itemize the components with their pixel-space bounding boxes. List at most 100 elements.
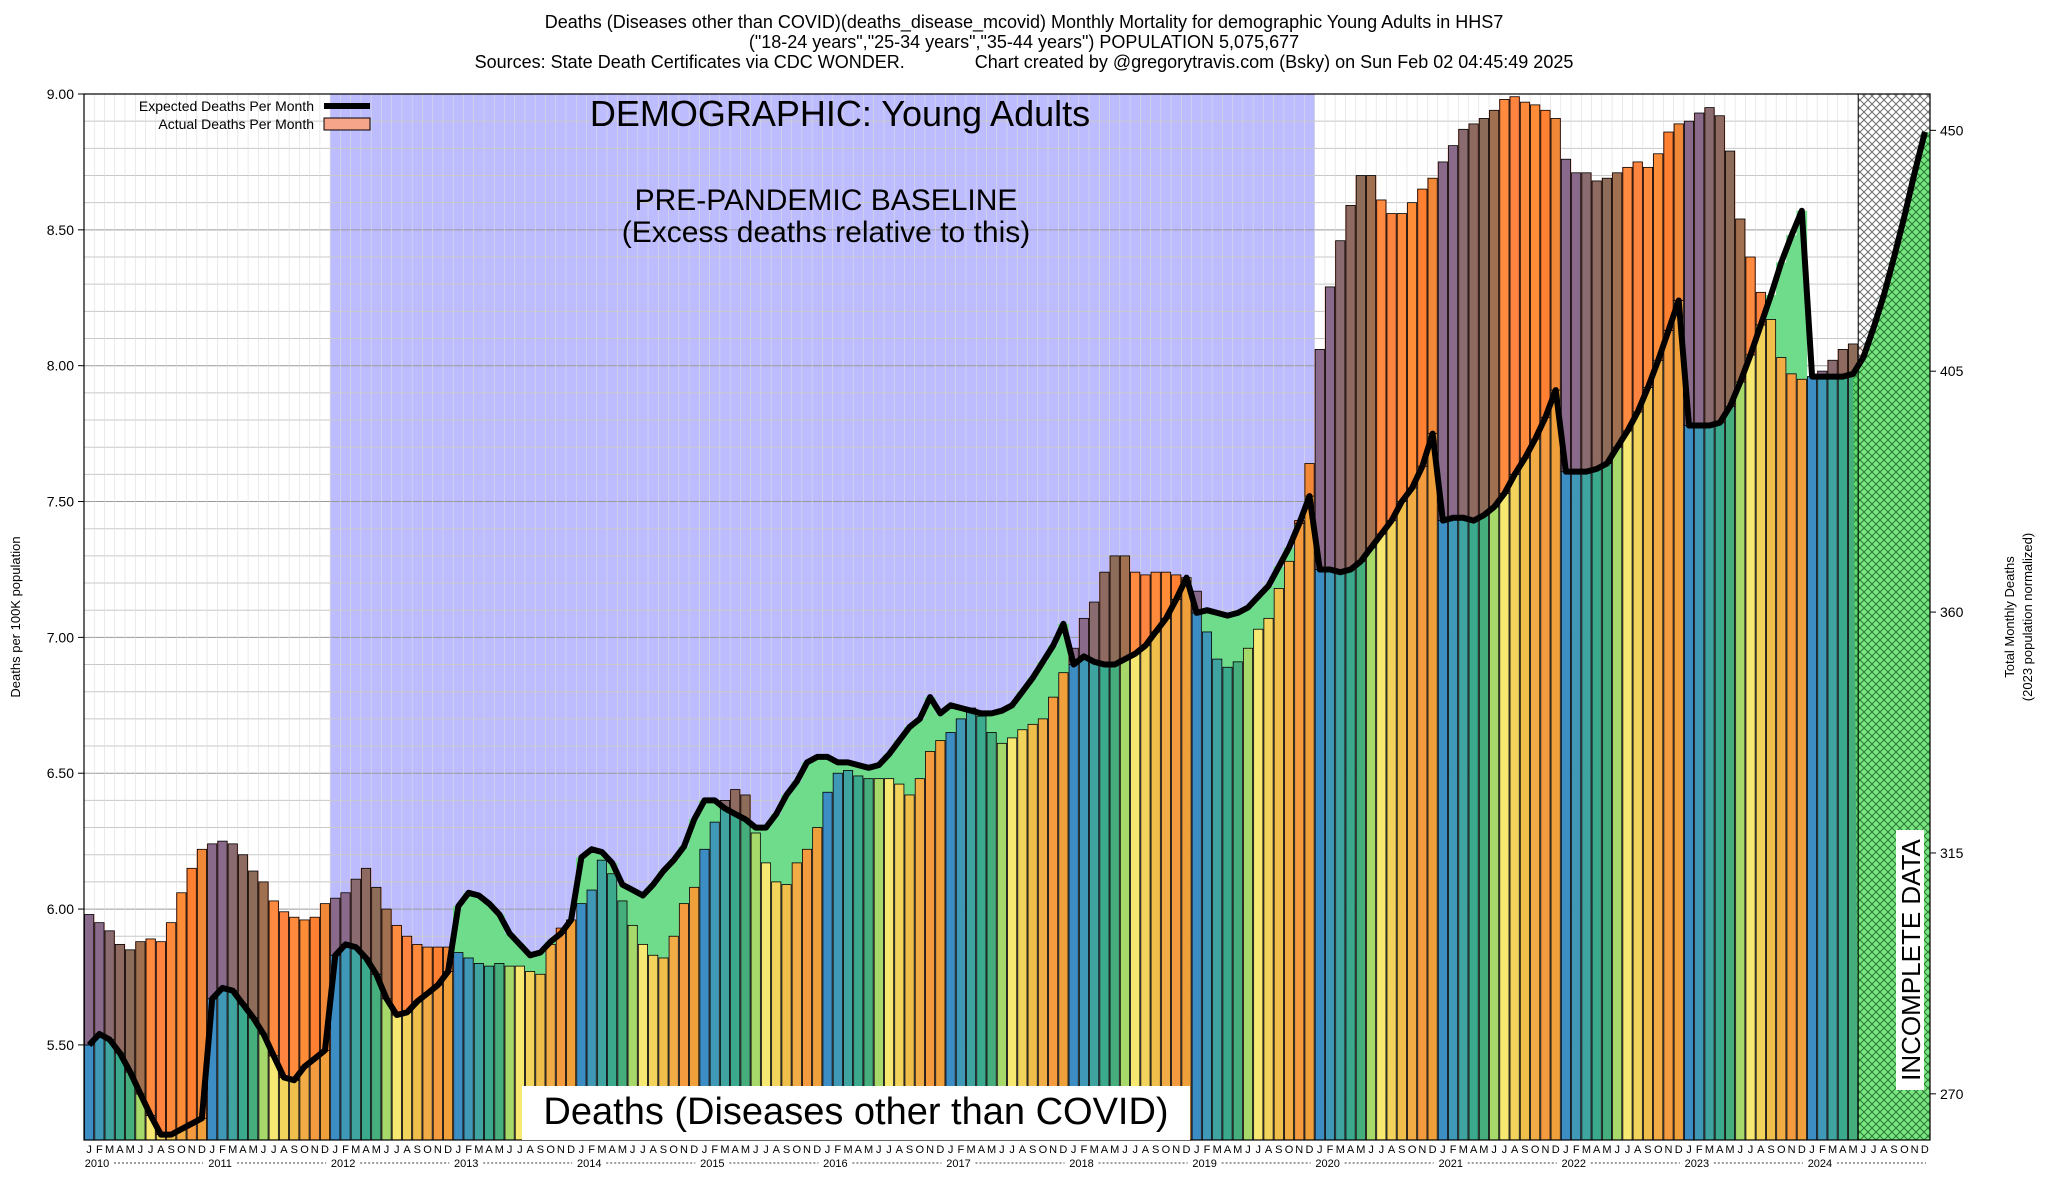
actual-bar [945, 732, 956, 1141]
deficit-region [576, 857, 587, 904]
deficit-region [473, 895, 485, 964]
actual-bar-excess [1468, 123, 1479, 521]
year-label: 2019 [1192, 1158, 1216, 1170]
month-label: J [507, 1144, 513, 1156]
y2-tick-label: 405 [1940, 363, 1964, 379]
month-label: M [495, 1144, 504, 1156]
month-label: A [1142, 1144, 1150, 1156]
actual-bar-excess [1109, 555, 1120, 665]
actual-bar [1181, 577, 1192, 1141]
y-tick-label: 6.50 [47, 765, 74, 781]
actual-bar-excess [1612, 172, 1623, 448]
actual-bar [1376, 533, 1387, 1141]
actual-bar-excess [391, 924, 402, 1016]
actual-bar-excess [84, 914, 95, 1046]
month-label: J [517, 1144, 523, 1156]
deficit-region [842, 762, 854, 771]
month-label: F [834, 1144, 841, 1156]
month-label: F [1204, 1144, 1211, 1156]
actual-bar-excess [155, 941, 166, 1135]
month-label: A [239, 1144, 247, 1156]
month-label: A [1224, 1144, 1232, 1156]
actual-bar [258, 1033, 269, 1141]
actual-bar-excess [1119, 555, 1130, 660]
actual-bar-excess [135, 941, 146, 1095]
deficit-region [945, 705, 956, 733]
actual-bar [1201, 631, 1213, 1141]
month-label: M [1479, 1144, 1488, 1156]
actual-bar-excess [1458, 128, 1469, 519]
actual-bar [84, 1044, 95, 1141]
actual-bar-excess [104, 930, 115, 1040]
month-label: O [1777, 1144, 1786, 1156]
year-label: 2015 [700, 1158, 724, 1170]
month-label: J [630, 1144, 636, 1156]
actual-bar [1612, 446, 1623, 1141]
month-label: N [1911, 1144, 1919, 1156]
actual-bar-excess [1653, 153, 1664, 361]
baseline-sublabel: (Excess deaths relative to this) [622, 216, 1031, 249]
month-label: A [403, 1144, 411, 1156]
month-label: N [1295, 1144, 1303, 1156]
actual-bar-excess [1099, 571, 1110, 665]
chart-header: Deaths (Diseases other than COVID)(death… [0, 12, 2048, 72]
month-label: F [957, 1144, 964, 1156]
chart-sources: Sources: State Death Certificates via CD… [474, 52, 1574, 72]
actual-bar [1386, 520, 1397, 1141]
month-label: A [1880, 1144, 1888, 1156]
deficit-region [1027, 678, 1038, 725]
deficit-region [1765, 295, 1777, 320]
month-label: M [987, 1144, 996, 1156]
month-label: J [1317, 1144, 1323, 1156]
deficit-region [1242, 607, 1254, 649]
actual-bar [1099, 664, 1110, 1141]
actual-bar [402, 1011, 413, 1141]
month-label: A [1593, 1144, 1601, 1156]
deficit-region [617, 884, 628, 901]
month-label: A [855, 1144, 863, 1156]
actual-bar [227, 990, 238, 1141]
actual-bar [1273, 588, 1284, 1141]
actual-bar-excess [350, 878, 361, 948]
actual-bar [996, 742, 1007, 1141]
actual-bar [248, 1017, 259, 1141]
month-label: J [333, 1144, 339, 1156]
bottom-label-box [522, 1086, 1190, 1140]
deficit-region [760, 827, 772, 863]
actual-bar [1571, 471, 1582, 1141]
actual-bar [1766, 319, 1777, 1141]
month-label: J [948, 1144, 954, 1156]
actual-bar [1314, 569, 1325, 1141]
month-label: J [384, 1144, 390, 1156]
actual-bar [1745, 354, 1756, 1141]
actual-bar [1304, 495, 1315, 1141]
month-label: A [732, 1144, 740, 1156]
month-label: F [1696, 1144, 1703, 1156]
deficit-region [914, 718, 926, 779]
month-label: S [1890, 1144, 1897, 1156]
deficit-region [1775, 262, 1787, 358]
actual-bar-excess [227, 843, 238, 991]
deficit-region [627, 890, 638, 926]
actual-bar [1119, 658, 1130, 1141]
year-label: 2014 [577, 1158, 601, 1170]
y-tick-label: 9.00 [47, 86, 74, 102]
actual-bar [371, 973, 382, 1141]
month-label: J [1256, 1144, 1262, 1156]
actual-bar-excess [1550, 118, 1561, 391]
actual-bar-excess [1376, 199, 1387, 535]
month-label: O [546, 1144, 555, 1156]
deficit-region [1273, 566, 1285, 589]
actual-bar-excess [1837, 348, 1848, 377]
incomplete-label-box [1896, 830, 1924, 1090]
year-label: 2018 [1069, 1158, 1093, 1170]
actual-bar [1499, 492, 1510, 1141]
actual-bar [966, 710, 977, 1141]
actual-bar-excess [1601, 177, 1612, 464]
month-label: M [372, 1144, 381, 1156]
month-label: J [1563, 1144, 1569, 1156]
actual-bar [1150, 631, 1161, 1141]
deficit-region [924, 697, 936, 752]
actual-bar [494, 963, 505, 1141]
month-label: M [1582, 1144, 1591, 1156]
